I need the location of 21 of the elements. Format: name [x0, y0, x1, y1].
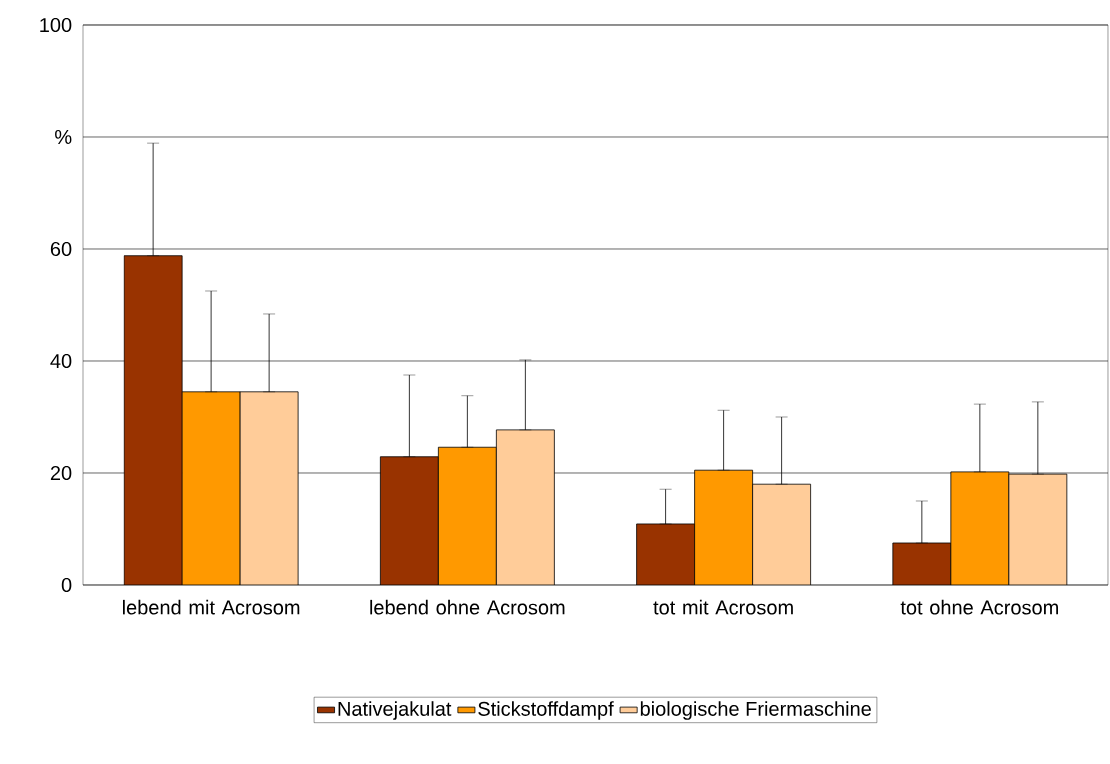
- x-tick-label: tot mit Acrosom: [653, 599, 793, 615]
- legend-label: Nativejakulat: [338, 701, 452, 720]
- bar: [1008, 473, 1068, 585]
- y-tick-label: 20: [50, 465, 72, 481]
- bar: [181, 391, 241, 585]
- x-tick-label: tot ohne Acrosom: [900, 599, 1058, 615]
- x-tick-label: lebend ohne Acrosom: [370, 599, 565, 615]
- legend-label: biologische Friermaschine: [640, 701, 871, 720]
- y-tick-label: 100: [40, 17, 72, 33]
- bar: [694, 469, 754, 585]
- y-tick-label: 0: [61, 577, 72, 593]
- x-tick-label: lebend mit Acrosom: [122, 599, 300, 615]
- bar: [495, 429, 555, 585]
- y-tick-label: 60: [50, 241, 72, 257]
- bar: [950, 471, 1010, 585]
- bar: [437, 446, 497, 585]
- y-tick-label: 40: [50, 353, 72, 369]
- bar: [239, 391, 299, 585]
- bar: [752, 483, 812, 585]
- y-tick-label: %: [55, 130, 72, 144]
- legend-label: Stickstoffdampf: [478, 701, 614, 720]
